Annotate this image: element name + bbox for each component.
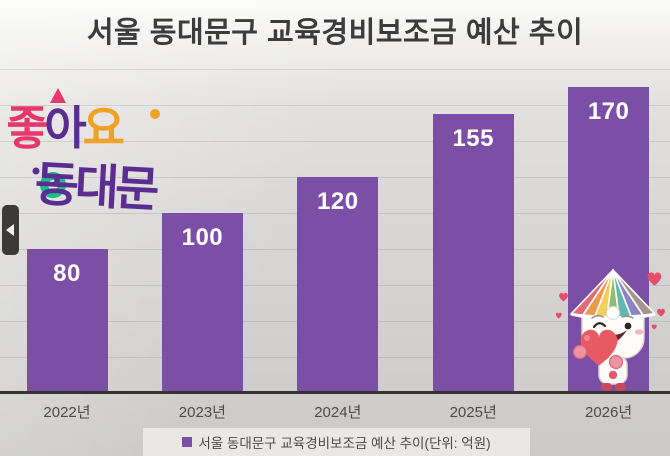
bar-2024년: 120: [297, 177, 379, 393]
logo-yellow-dot: [150, 109, 160, 119]
mascot-foot: [615, 383, 626, 391]
mascot-cheek: [634, 329, 644, 335]
x-axis-line: [0, 391, 670, 394]
gridline: [0, 69, 670, 70]
left-triangle-icon: [6, 224, 14, 236]
mascot-wink-eye: [592, 322, 607, 329]
bar-value-label: 100: [181, 224, 224, 251]
bar-value-label: 155: [452, 125, 494, 152]
logo-line2: 동대문: [33, 158, 159, 214]
x-axis-label: 2025년: [449, 404, 497, 421]
mascot-rainbow-hat: [570, 269, 656, 318]
mascot-mitten: [608, 354, 624, 370]
logo-char-1: 좋: [8, 102, 47, 154]
floating-heart: [647, 272, 662, 286]
x-axis-label: 2026년: [585, 404, 633, 421]
bar-2025년: 155: [432, 114, 514, 393]
bar-value-label: 80: [53, 260, 81, 287]
mascot-foot: [601, 383, 612, 391]
x-axis-label: 2024년: [314, 404, 362, 421]
mascot-badge: [608, 370, 618, 380]
chart-title: 서울 동대문구 교육경비보조금 예산 추이: [86, 17, 584, 49]
mascot-eyebrow: [621, 315, 634, 319]
gridline: [0, 141, 670, 142]
floating-heart: [651, 324, 657, 330]
mascot-graphic: [555, 269, 666, 391]
logo-purple-dot: [32, 167, 40, 175]
x-axis-label: 2022년: [43, 404, 91, 421]
bar-value-label: 120: [317, 188, 359, 215]
previous-slide-button[interactable]: [2, 205, 19, 255]
logo-graphic: 좋아요 동대문: [6, 88, 160, 217]
floating-heart: [559, 292, 568, 302]
logo-char-3: 요: [83, 102, 124, 154]
mascot-mitten: [572, 344, 588, 360]
logo-line1: 좋아요: [8, 102, 124, 154]
heart-highlight: [584, 335, 590, 341]
logo-char-2: 아: [44, 102, 86, 154]
mascot-illustration: [555, 266, 668, 399]
legend-label: 서울 동대문구 교육경비보조금 예산 추이(단위: 억원): [198, 436, 491, 451]
bar-value-label: 170: [587, 98, 630, 125]
legend: 서울 동대문구 교육경비보조금 예산 추이(단위: 억원): [143, 428, 530, 456]
mascot-eyebrow: [591, 314, 604, 319]
gridline: [0, 105, 670, 106]
floating-heart: [656, 308, 666, 317]
bar-2022년: 80: [26, 249, 108, 393]
bar-2023년: 100: [161, 213, 243, 393]
floating-heart: [555, 312, 562, 319]
hat-ball: [606, 306, 620, 320]
logo-pink-triangle: [50, 88, 66, 103]
likeyou-dongdaemun-logo: 좋아요 동대문: [6, 86, 166, 219]
x-axis-label: 2023년: [178, 404, 226, 421]
legend-marker: [182, 437, 193, 447]
logo-green-donut: [40, 172, 66, 198]
mascot-eye: [624, 322, 632, 330]
